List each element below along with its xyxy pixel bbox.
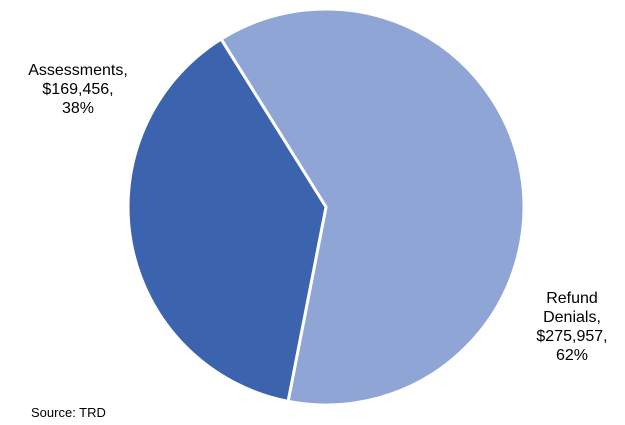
pie-slice-refund-denials <box>219 7 526 407</box>
slice-label-assessments: Assessments, $169,456, 38% <box>8 61 148 118</box>
slice-label-refund-line-3: $275,957, <box>536 328 608 345</box>
slice-label-refund-line-1: Refund <box>546 290 598 307</box>
slice-label-refund-line-4: 62% <box>555 347 589 364</box>
source-note: Source: TRD <box>31 405 106 420</box>
slice-label-assessments-line-2: $169,456, <box>42 81 114 98</box>
slice-label-refund-line-2: Denials, <box>543 309 601 326</box>
slice-label-assessments-line-3: 38% <box>61 100 95 117</box>
slice-label-assessments-line-1: Assessments, <box>28 62 128 79</box>
slice-label-refund-denials: Refund Denials, $275,957, 62% <box>522 289 622 365</box>
pie-slice-assessments <box>126 37 328 403</box>
